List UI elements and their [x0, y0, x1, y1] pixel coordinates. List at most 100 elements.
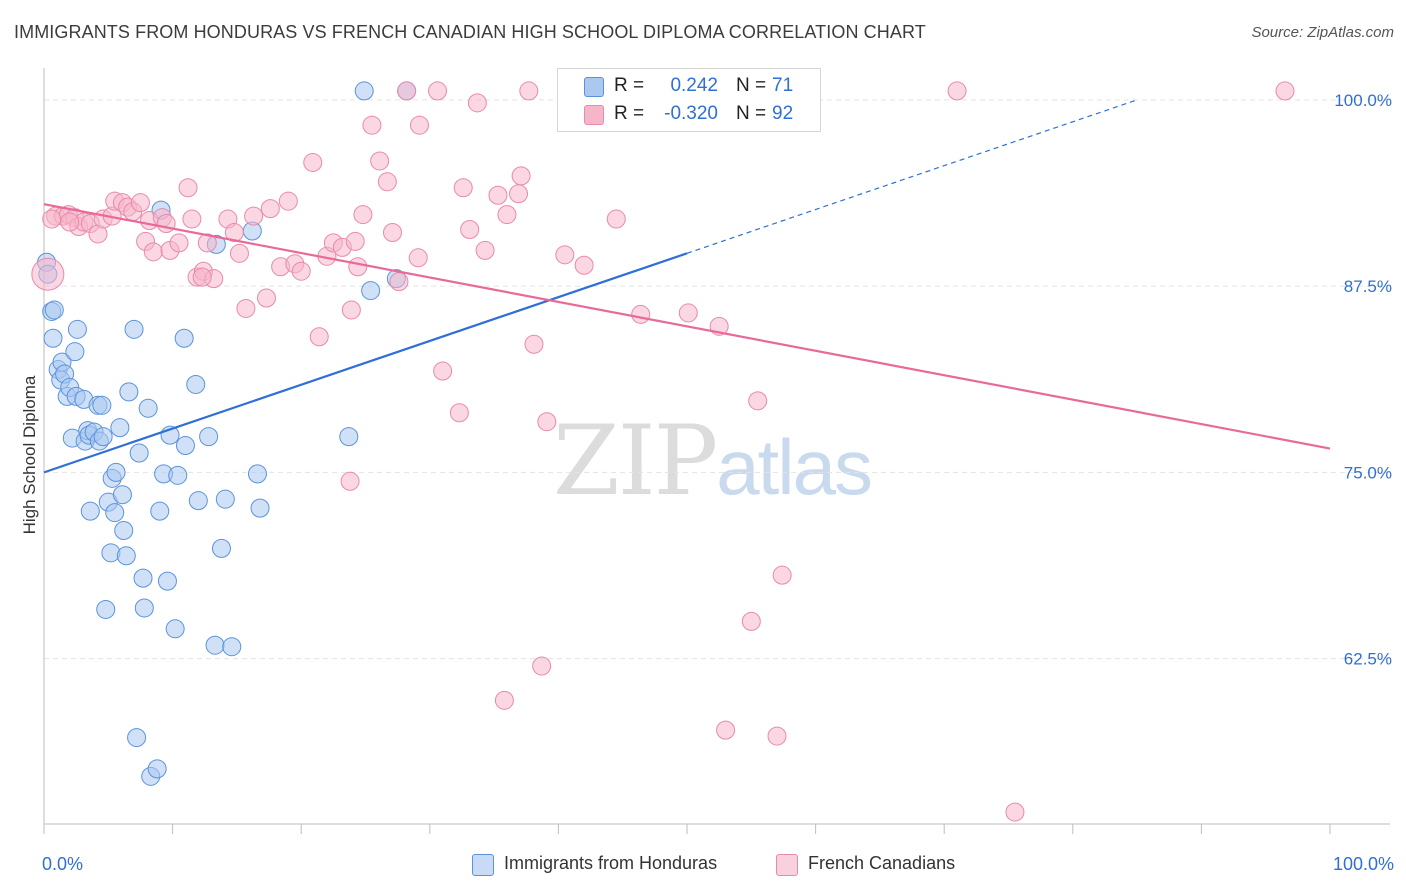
data-point-honduras — [43, 328, 63, 348]
data-point-french-canadians — [524, 334, 544, 354]
legend-swatch-pink — [776, 854, 798, 876]
legend-swatch-pink — [584, 105, 604, 125]
data-point-honduras — [80, 501, 100, 521]
data-point-french-canadians — [341, 300, 361, 320]
data-point-honduras — [93, 427, 113, 447]
data-point-french-canadians — [947, 81, 967, 101]
data-point-french-canadians — [197, 233, 217, 253]
data-point-french-canadians — [389, 272, 409, 292]
trend-line-honduras-extension — [686, 99, 1138, 254]
data-point-french-canadians — [229, 243, 249, 263]
data-point-french-canadians — [60, 212, 80, 232]
data-point-french-canadians — [192, 267, 212, 287]
data-point-honduras — [250, 498, 270, 518]
y-tick-label: 87.5% — [1344, 277, 1392, 296]
data-point-honduras — [119, 382, 139, 402]
data-point-french-canadians — [678, 303, 698, 323]
data-point-french-canadians — [449, 403, 469, 423]
r-label: R = — [614, 103, 645, 124]
grid-lines — [44, 99, 1390, 660]
data-point-honduras — [67, 319, 87, 339]
data-point-french-canadians — [353, 205, 373, 225]
data-point-french-canadians — [748, 391, 768, 411]
data-point-french-canadians — [156, 214, 176, 234]
trend-lines — [43, 99, 1331, 474]
data-point-honduras — [134, 598, 154, 618]
series-french-canadians — [31, 81, 1295, 822]
x-tick-label: 100.0% — [1333, 854, 1394, 874]
data-point-honduras — [199, 427, 219, 447]
data-point-french-canadians — [767, 726, 787, 746]
n-value: 71 — [772, 75, 794, 96]
data-point-french-canadians — [256, 288, 276, 308]
data-point-french-canadians — [453, 178, 473, 198]
data-point-french-canadians — [537, 412, 557, 432]
data-point-french-canadians — [741, 611, 761, 631]
data-point-french-canadians — [397, 81, 417, 101]
data-point-french-canadians — [291, 261, 311, 281]
data-point-honduras — [157, 571, 177, 591]
legend-label: Immigrants from Honduras — [504, 853, 718, 873]
data-point-honduras — [133, 568, 153, 588]
data-point-honduras — [147, 759, 167, 779]
data-point-honduras — [211, 538, 231, 558]
data-point-honduras — [96, 599, 116, 619]
data-point-french-canadians — [143, 242, 163, 262]
data-point-french-canadians — [772, 565, 792, 585]
axes — [43, 68, 1390, 834]
data-point-french-canadians — [475, 240, 495, 260]
data-point-french-canadians — [370, 151, 390, 171]
data-point-french-canadians — [303, 152, 323, 172]
data-point-honduras — [150, 501, 170, 521]
legend-row-honduras: R = 0.242 N = 71 — [558, 72, 820, 100]
data-point-french-canadians — [488, 185, 508, 205]
watermark: ZIPatlas — [553, 405, 873, 517]
data-point-french-canadians — [555, 245, 575, 265]
data-point-honduras — [215, 489, 235, 509]
data-point-honduras — [165, 619, 185, 639]
data-point-french-canadians — [509, 184, 529, 204]
legend-label: French Canadians — [808, 853, 956, 873]
data-point-french-canadians — [467, 93, 487, 113]
data-point-honduras — [222, 637, 242, 657]
tick-labels: 62.5% 75.0% 87.5% 100.0% 0.0% 100.0% — [42, 91, 1394, 874]
data-point-french-canadians — [278, 191, 298, 211]
data-point-honduras — [124, 319, 144, 339]
chart-title: IMMIGRANTS FROM HONDURAS VS FRENCH CANAD… — [14, 22, 926, 42]
data-point-french-canadians — [606, 209, 626, 229]
n-label: N = — [736, 75, 767, 96]
data-point-french-canadians — [631, 304, 651, 324]
data-point-honduras — [116, 546, 136, 566]
data-point-honduras — [127, 728, 147, 748]
data-point-honduras — [168, 465, 188, 485]
data-point-french-canadians — [428, 81, 448, 101]
data-point-french-canadians — [410, 115, 430, 135]
data-point-french-canadians — [224, 222, 244, 242]
data-point-french-canadians — [433, 361, 453, 381]
data-point-honduras — [105, 503, 125, 523]
data-point-honduras — [205, 635, 225, 655]
data-point-honduras — [339, 427, 359, 447]
data-point-french-canadians — [532, 656, 552, 676]
legend-swatch-blue — [472, 854, 494, 876]
data-point-french-canadians — [408, 248, 428, 268]
data-point-honduras — [106, 462, 126, 482]
y-tick-label: 100.0% — [1334, 91, 1392, 110]
data-point-french-canadians — [362, 115, 382, 135]
data-point-honduras — [247, 464, 267, 484]
series-legend: Immigrants from Honduras French Canadian… — [0, 852, 1406, 878]
data-point-french-canadians — [574, 255, 594, 275]
data-point-french-canadians — [519, 81, 539, 101]
data-point-french-canadians — [169, 233, 189, 253]
x-tick-label: 0.0% — [42, 854, 83, 874]
data-point-honduras — [101, 543, 121, 563]
data-point-honduras — [138, 398, 158, 418]
data-point-french-canadians — [716, 720, 736, 740]
data-point-french-canadians — [236, 298, 256, 318]
data-point-honduras — [112, 485, 132, 505]
data-point-french-canadians — [42, 209, 62, 229]
correlation-legend: R = 0.242 N = 71 R = -0.320 N = 92 — [557, 68, 821, 132]
r-value: -0.320 — [664, 103, 718, 124]
data-point-honduras — [114, 520, 134, 540]
